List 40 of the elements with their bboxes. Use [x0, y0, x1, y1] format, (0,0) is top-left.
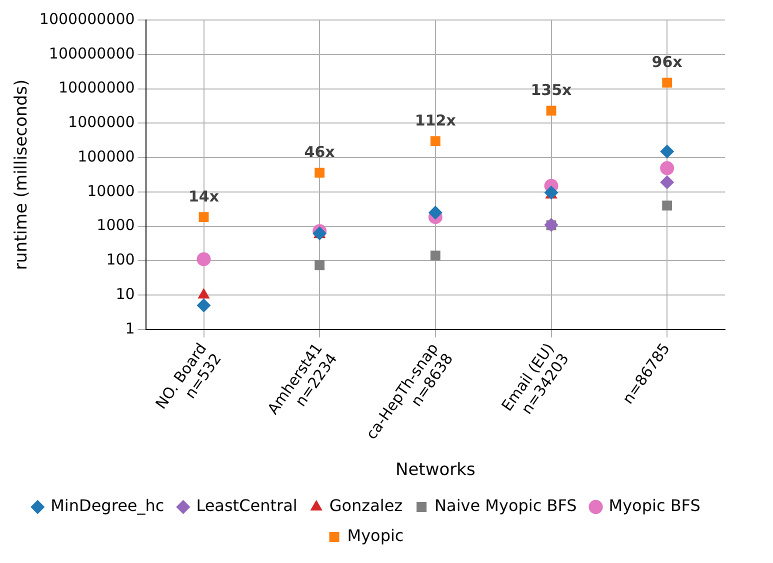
point — [196, 252, 211, 266]
point — [660, 161, 674, 176]
legend-label: Naive Myopic BFS — [434, 496, 577, 516]
annotation: 14x — [188, 187, 220, 206]
point — [660, 144, 674, 158]
y-tick-label: 100 — [106, 250, 135, 269]
y-tick-label: 1 — [125, 319, 135, 338]
y-axis-title: runtime (milliseconds) — [12, 79, 32, 270]
y-tick-label: 100000 — [78, 147, 135, 166]
y-tick-label: 1000000000 — [39, 10, 135, 28]
point — [428, 206, 442, 220]
point — [660, 175, 674, 190]
point — [198, 288, 210, 299]
y-tick-label: 10000 — [87, 182, 135, 200]
point — [430, 136, 440, 146]
legend-label: Gonzalez — [329, 496, 403, 516]
point — [196, 298, 211, 312]
y-tick-label: 1000 — [96, 216, 135, 234]
y-tick-label: 10000000 — [58, 78, 135, 97]
point — [314, 168, 325, 178]
annotation: 46x — [304, 143, 336, 162]
point — [544, 186, 558, 200]
y-tick-label: 100000000 — [48, 44, 135, 62]
y-tick-label: 10 — [116, 284, 135, 303]
legend-label: MinDegree_hc — [50, 496, 164, 516]
annotation: 112x — [414, 111, 456, 130]
y-tick-label: 1000000 — [68, 113, 135, 132]
point — [198, 212, 209, 222]
legend-label: Myopic — [347, 526, 404, 546]
legend-label: LeastCentral — [196, 496, 298, 516]
point — [314, 260, 325, 270]
annotation: 96x — [652, 53, 683, 72]
x-axis-title: Networks — [395, 460, 476, 480]
point — [662, 78, 672, 88]
annotation: 135x — [530, 81, 572, 100]
point — [430, 250, 440, 261]
point — [544, 218, 558, 232]
legend-label: Myopic BFS — [608, 496, 700, 516]
point — [662, 200, 672, 211]
point — [546, 106, 556, 116]
